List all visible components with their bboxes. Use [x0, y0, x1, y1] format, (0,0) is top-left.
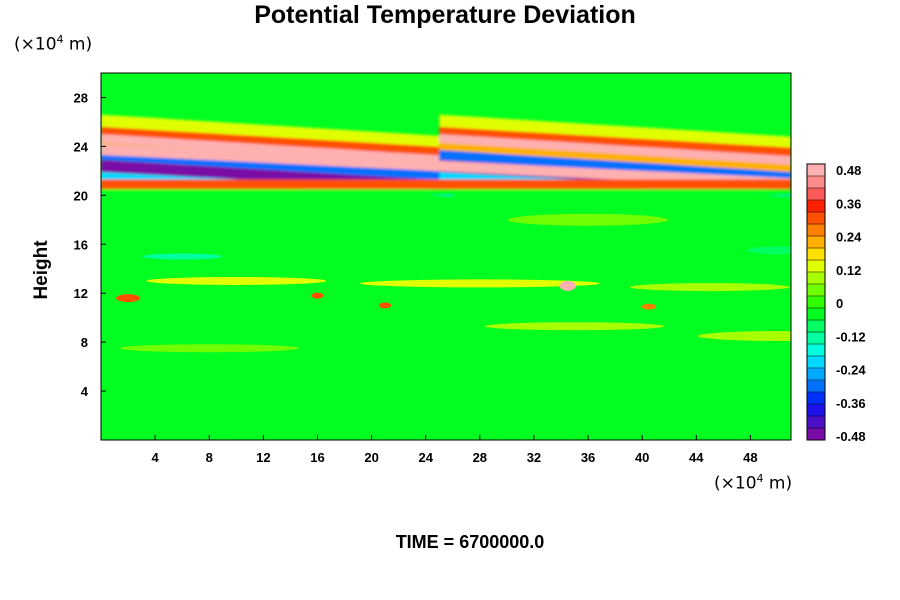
colorbar-swatch: [807, 176, 825, 189]
y-tick-label: 16: [74, 237, 88, 252]
colorbar-label: -0.48: [836, 429, 866, 444]
colorbar-swatch: [807, 368, 825, 381]
field-band: [101, 114, 453, 152]
field-patch: [163, 307, 444, 316]
colorbar-swatch: [807, 200, 825, 213]
time-label: TIME = 6700000.0: [395, 532, 545, 552]
y-axis-ticks: 4 8 12 16 20 24 28: [74, 90, 106, 399]
colorbar-label: 0.48: [836, 163, 861, 178]
x-tick-label: 24: [418, 450, 433, 465]
colorbar-swatch: [807, 380, 825, 393]
field-band: [439, 114, 791, 152]
colorbar-swatch: [807, 320, 825, 333]
x-axis-ticks: 4 8 12 16 20 24 28 32 36 40 44 48: [152, 435, 758, 465]
colorbar-label: 0: [836, 296, 843, 311]
field-band: [101, 143, 791, 188]
colorbar-label: 0.36: [836, 196, 861, 211]
colorbar: 0.48 0.36 0.24 0.12 0 -0.12 -0.24 -0.36 -0.48: [806, 163, 866, 444]
colorbar-swatch: [807, 272, 825, 285]
field-patch: [311, 292, 324, 299]
field-patch: [747, 246, 791, 255]
x-tick-label: 36: [581, 450, 595, 465]
field-patch: [697, 331, 791, 342]
colorbar-swatch: [807, 248, 825, 261]
colorbar-swatch: [807, 188, 825, 201]
field-patch: [484, 322, 665, 331]
x-tick-label: 48: [743, 450, 757, 465]
field-patch: [146, 276, 327, 285]
field-patch: [359, 279, 600, 288]
heatmap-field: [101, 73, 791, 440]
colorbar-swatch: [807, 296, 825, 309]
field-patch: [508, 213, 669, 226]
colorbar-swatch: [807, 428, 825, 441]
x-tick-label: 16: [310, 450, 324, 465]
field-band: [439, 126, 791, 159]
x-tick-label: 8: [206, 450, 213, 465]
field-band: [101, 189, 791, 196]
colorbar-swatch: [807, 236, 825, 249]
field-patch: [641, 303, 656, 310]
x-tick-label: 44: [689, 450, 704, 465]
field-band: [439, 142, 791, 174]
colorbar-label: 0.24: [836, 230, 862, 245]
y-tick-label: 28: [74, 90, 88, 105]
field-patch: [301, 239, 442, 250]
colorbar-swatch: [807, 404, 825, 417]
colorbar-frame: [806, 163, 826, 441]
colorbar-swatch: [807, 392, 825, 405]
colorbar-swatch: [807, 212, 825, 225]
colorbar-swatch: [807, 284, 825, 297]
field-patch: [512, 313, 773, 322]
colorbar-label: -0.12: [836, 329, 866, 344]
x-tick-label: 20: [364, 450, 378, 465]
field-patch: [119, 344, 300, 353]
x-tick-label: 12: [256, 450, 270, 465]
field-patch: [559, 280, 576, 291]
field-patch: [142, 253, 223, 260]
colorbar-swatch: [807, 416, 825, 429]
field-patch: [379, 302, 392, 309]
x-tick-label: 40: [635, 450, 649, 465]
field-band: [101, 179, 791, 190]
y-tick-label: 12: [74, 286, 88, 301]
colorbar-swatch: [807, 344, 825, 357]
field-patch: [122, 220, 243, 231]
field-patch: [116, 294, 141, 303]
field-patch: [629, 283, 790, 292]
colorbar-label: 0.12: [836, 263, 861, 278]
colorbar-swatch: [807, 356, 825, 369]
colorbar-label: -0.24: [836, 363, 866, 378]
chart-title: Potential Temperature Deviation: [254, 1, 636, 29]
field-band: [439, 134, 791, 166]
x-tick-label: 32: [527, 450, 541, 465]
y-tick-label: 8: [81, 335, 88, 350]
field-band: [101, 126, 453, 159]
x-axis-unit: (×104 m): [714, 472, 793, 494]
colorbar-label: -0.36: [836, 396, 866, 411]
y-tick-label: 4: [81, 384, 89, 399]
colorbar-swatch: [807, 332, 825, 345]
y-axis-unit: (×104 m): [14, 33, 93, 55]
plot-frame: [100, 72, 792, 441]
colorbar-swatch: [807, 260, 825, 273]
y-tick-label: 24: [74, 139, 89, 154]
x-tick-label: 4: [152, 450, 160, 465]
y-tick-label: 20: [74, 188, 88, 203]
x-tick-label: 28: [473, 450, 487, 465]
colorbar-swatch: [807, 308, 825, 321]
colorbar-swatch: [807, 164, 825, 177]
colorbar-swatch: [807, 224, 825, 237]
